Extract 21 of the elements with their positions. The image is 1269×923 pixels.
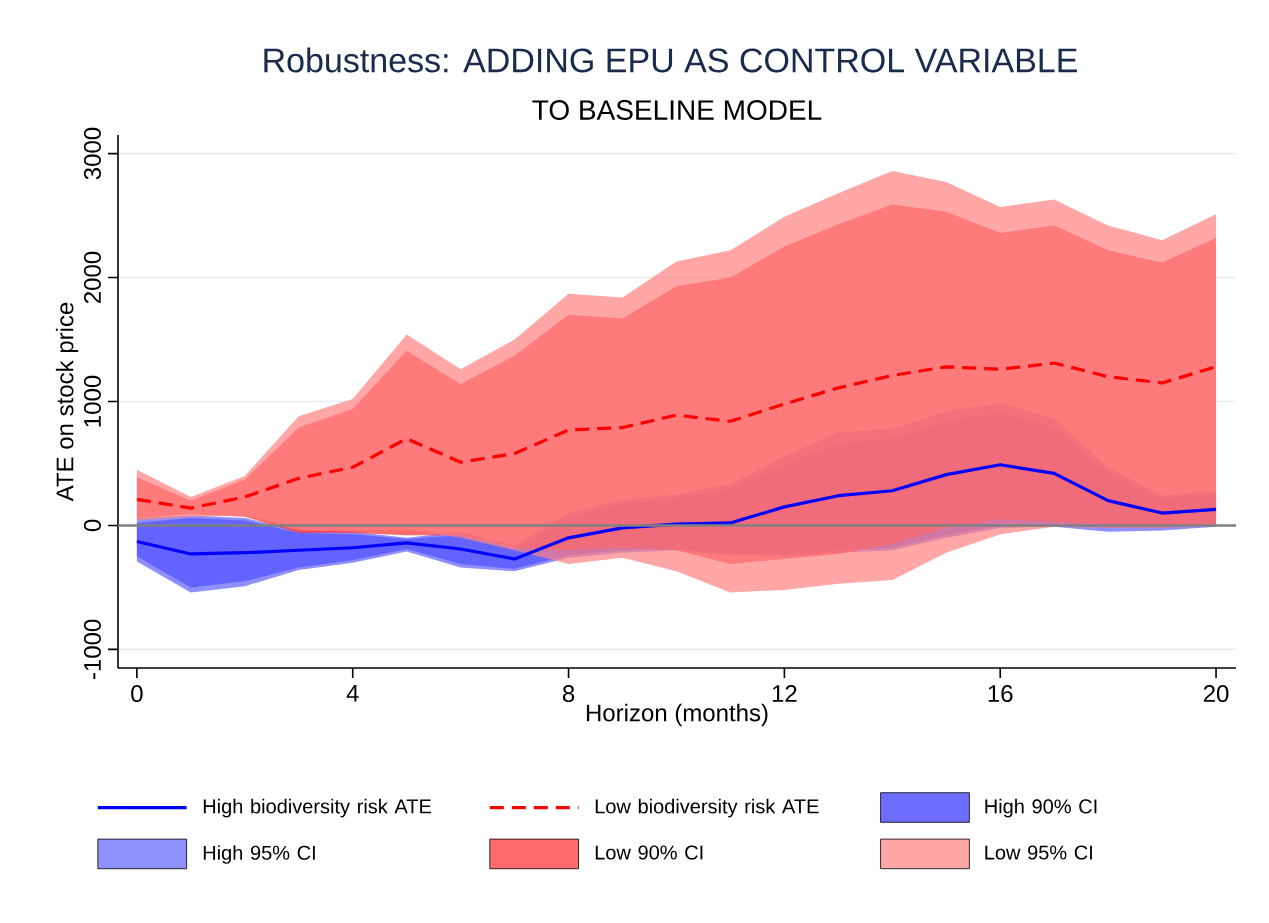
y-tick-label: 1000: [83, 375, 101, 427]
x-tick-label: 12: [772, 685, 797, 702]
x-tick-label: 0: [131, 685, 143, 703]
legend-label: Low 90% CI: [595, 845, 703, 860]
x-tick-label: 8: [562, 685, 575, 703]
x-axis-title: Horizon (months): [586, 703, 768, 727]
x-tick-label: 16: [988, 685, 1013, 703]
x-tick-label: 4: [346, 685, 359, 702]
y-tick-label: 0: [83, 519, 101, 532]
y-tick-label: -1000: [83, 619, 101, 680]
chart-subtitle: TO BASELINE MODEL: [532, 100, 822, 120]
y-tick-label: 2000: [83, 251, 101, 304]
chart-title: Robustness: ADDING EPU AS CONTROL VARIABLE: [264, 47, 1077, 73]
legend-label: Low biodiversity risk ATE: [595, 798, 819, 818]
y-tick-label: 3000: [83, 127, 101, 180]
legend-label: High biodiversity risk ATE: [203, 798, 432, 818]
legend-label: High 95% CI: [203, 845, 315, 864]
legend-label: High 90% CI: [985, 798, 1097, 818]
legend-label: Low 95% CI: [985, 845, 1092, 860]
x-tick-label: 20: [1203, 685, 1229, 703]
y-axis-title: ATE on stock price: [55, 302, 79, 502]
